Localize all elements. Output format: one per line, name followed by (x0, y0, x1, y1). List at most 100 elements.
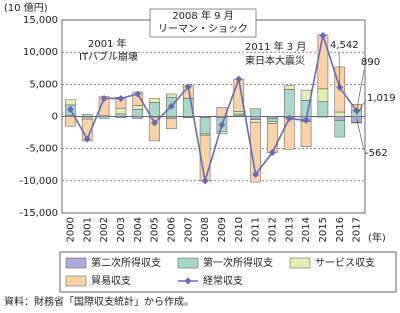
bar-segment (351, 122, 362, 124)
bar-segment (166, 118, 177, 129)
legend-swatch (289, 257, 311, 269)
y-tick-label: 15,000 (23, 15, 58, 26)
legend-label: 第一次所得収支 (203, 256, 273, 269)
bar-segment (267, 116, 278, 119)
line-marker (66, 105, 74, 113)
y-tick-label: 10,000 (23, 47, 58, 58)
y-tick-label: -15,000 (19, 208, 58, 219)
legend-label: 第二次所得収支 (91, 256, 161, 269)
y-tick-label: -10,000 (19, 176, 58, 187)
value-label: 4,542 (330, 40, 359, 51)
bar-segment (166, 93, 177, 98)
x-tick-label: 2016 (335, 217, 346, 242)
legend-label: 貿易収支 (91, 275, 131, 287)
legend-marker (184, 277, 192, 285)
x-tick-label: 2002 (99, 217, 110, 242)
annotation: ITバブル崩壊 (79, 50, 138, 63)
line-marker (83, 135, 91, 143)
line-marker (151, 119, 159, 127)
line-marker (117, 94, 125, 102)
bar-segment (267, 121, 278, 124)
line-marker (218, 121, 226, 129)
x-tick-label: 2008 (200, 217, 211, 242)
x-tick-label: 2015 (318, 217, 329, 242)
bar-segment (250, 119, 261, 123)
bar-segment (250, 122, 261, 183)
bar-segment (334, 111, 346, 117)
annotation: 1,019 (367, 93, 396, 104)
bar-segment (250, 108, 261, 117)
bar-segment (149, 102, 160, 117)
bar-segment (334, 120, 346, 138)
line-marker (268, 149, 276, 157)
line-marker (319, 31, 327, 39)
leader-line (356, 118, 365, 151)
line-marker (201, 177, 209, 185)
bar-segment (132, 116, 144, 119)
x-tick-label: 2001 (82, 217, 93, 242)
line-marker (235, 75, 243, 83)
value-label: 890 (361, 57, 380, 68)
bar-segment (267, 118, 278, 122)
x-tick-label: 2005 (150, 217, 161, 242)
line-marker (134, 90, 142, 98)
y-tick-label: -5,000 (26, 144, 58, 155)
bar-segment (149, 116, 160, 142)
x-tick-label: 2009 (217, 217, 228, 242)
line-marker (100, 94, 108, 102)
y-tick-label: 0 (52, 112, 58, 123)
legend-swatch (177, 257, 199, 269)
line-marker (184, 83, 192, 91)
x-tick-label: 2013 (284, 217, 295, 242)
bar-segment (283, 117, 295, 150)
leader-line (356, 99, 367, 115)
bar-segment (283, 85, 295, 90)
legend-label: 経常収支 (203, 274, 243, 287)
legend-swatch (65, 275, 87, 287)
annotation: 東日本大震災 (245, 54, 305, 67)
annotation: リーマン・ショック (158, 23, 248, 35)
line-marker (302, 116, 310, 124)
bar-segment (317, 101, 329, 117)
annotation: -562 (365, 148, 388, 159)
bar-segment (233, 113, 245, 117)
x-tick-label: 2000 (65, 217, 76, 242)
bar-segment (65, 99, 76, 106)
bar-segment (317, 88, 329, 102)
x-tick-label: 2003 (116, 217, 127, 242)
annotation: 2001 年 (88, 37, 127, 50)
bar-segment (149, 98, 160, 103)
bar-segment (132, 109, 144, 117)
x-tick-label: 2011 (251, 217, 262, 242)
bar-segment (267, 123, 278, 153)
leader-line (356, 69, 365, 111)
annotation: 2008 年 9 月 (172, 9, 233, 22)
bar-segment (250, 116, 261, 120)
bar-segment (300, 121, 312, 147)
x-tick-label: 2010 (234, 217, 245, 242)
line-marker (167, 102, 175, 110)
bar-segment (115, 113, 127, 117)
bar-segment (334, 116, 346, 121)
x-tick-label: 2006 (166, 217, 177, 242)
bar-segment (216, 131, 228, 135)
annotation: 2011 年 3 月 (245, 40, 306, 53)
bar-segment (115, 107, 127, 115)
bar-segment (98, 116, 110, 119)
source: 資料：財務省「国際収支統計」から作成。 (4, 295, 194, 308)
x-tick-label: 2017 (352, 217, 363, 242)
legend-box (59, 251, 397, 293)
bar-segment (132, 105, 144, 110)
y-tick-label: 5,000 (29, 79, 58, 90)
x-tick-label: 2004 (133, 217, 144, 242)
bar-segment (65, 116, 76, 127)
bar-segment (81, 116, 93, 120)
bar-segment (182, 116, 194, 119)
x-tick-label: 2012 (267, 217, 278, 242)
x-axis-label: (年) (368, 231, 386, 244)
bar-segment (199, 117, 211, 135)
y-axis-label: (10 億円) (4, 1, 48, 14)
legend-label: サービス収支 (315, 257, 375, 269)
bar-segment (81, 114, 93, 117)
